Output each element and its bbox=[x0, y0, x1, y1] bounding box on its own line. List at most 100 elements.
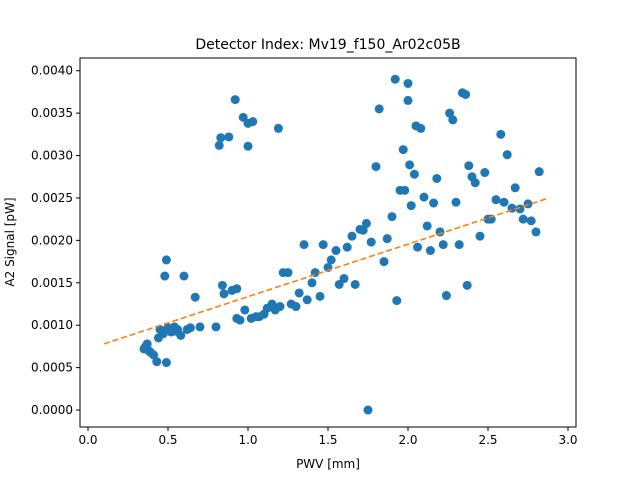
data-point bbox=[161, 255, 171, 265]
data-point bbox=[510, 183, 520, 193]
data-point bbox=[432, 173, 442, 183]
y-tick-label: 0.0015 bbox=[31, 276, 73, 290]
fit-line bbox=[103, 197, 550, 345]
data-point bbox=[224, 132, 234, 142]
y-tick-label: 0.0000 bbox=[31, 403, 73, 417]
data-point bbox=[217, 280, 227, 290]
data-point bbox=[392, 296, 402, 306]
y-tick-label: 0.0020 bbox=[31, 233, 73, 247]
data-point bbox=[470, 178, 480, 188]
y-tick-label: 0.0025 bbox=[31, 191, 73, 205]
data-point bbox=[307, 278, 317, 288]
data-point bbox=[230, 95, 240, 105]
data-point bbox=[216, 133, 226, 143]
data-point bbox=[366, 237, 376, 247]
data-point bbox=[387, 212, 397, 222]
data-point bbox=[219, 289, 229, 299]
data-point bbox=[523, 199, 533, 209]
data-point bbox=[435, 227, 445, 237]
y-tick-label: 0.0005 bbox=[31, 361, 73, 375]
data-point bbox=[413, 242, 423, 252]
y-tick-label: 0.0035 bbox=[31, 106, 73, 120]
data-point bbox=[179, 271, 189, 281]
data-point bbox=[462, 280, 472, 290]
data-point bbox=[502, 150, 512, 160]
data-point bbox=[149, 350, 159, 360]
data-point bbox=[291, 302, 301, 312]
data-point bbox=[464, 161, 474, 171]
data-point bbox=[211, 322, 221, 332]
data-point bbox=[448, 115, 458, 125]
data-point bbox=[318, 240, 328, 250]
x-tick-label: 2.5 bbox=[478, 433, 497, 447]
data-point bbox=[461, 89, 471, 99]
data-point bbox=[302, 295, 312, 305]
data-point bbox=[429, 198, 439, 208]
data-point bbox=[419, 192, 429, 202]
data-point bbox=[531, 227, 541, 237]
data-point bbox=[499, 197, 509, 207]
data-point bbox=[475, 231, 485, 241]
data-point bbox=[454, 240, 464, 250]
data-point bbox=[371, 162, 381, 172]
x-tick-label: 0.5 bbox=[158, 433, 177, 447]
data-point bbox=[534, 167, 544, 177]
data-point bbox=[403, 78, 413, 88]
data-point bbox=[339, 274, 349, 284]
data-point bbox=[480, 168, 490, 178]
data-point bbox=[331, 246, 341, 256]
x-tick-label: 1.0 bbox=[238, 433, 257, 447]
data-point bbox=[379, 257, 389, 267]
data-point bbox=[315, 291, 325, 301]
data-point bbox=[515, 204, 525, 214]
data-point bbox=[185, 323, 195, 333]
chart-title: Detector Index: Mv19_f150_Ar02c05B bbox=[195, 37, 460, 53]
x-axis-label: PWV [mm] bbox=[296, 457, 360, 471]
data-point bbox=[374, 104, 384, 114]
data-point bbox=[248, 117, 258, 127]
x-tick-label: 0.0 bbox=[78, 433, 97, 447]
data-point bbox=[195, 322, 205, 332]
data-point bbox=[422, 221, 432, 231]
data-point bbox=[190, 292, 200, 302]
data-point bbox=[240, 305, 250, 315]
data-point bbox=[518, 214, 528, 224]
data-point bbox=[142, 339, 152, 349]
data-point bbox=[294, 288, 304, 298]
x-tick-label: 2.0 bbox=[398, 433, 417, 447]
data-point bbox=[496, 129, 506, 139]
data-point bbox=[273, 123, 283, 133]
data-point bbox=[425, 246, 435, 256]
data-point bbox=[283, 268, 293, 278]
data-point bbox=[232, 284, 242, 294]
data-point bbox=[416, 123, 426, 133]
data-point bbox=[350, 279, 360, 289]
data-point bbox=[438, 240, 448, 250]
data-point bbox=[409, 169, 419, 179]
points-layer bbox=[139, 74, 544, 415]
data-point bbox=[406, 201, 416, 211]
x-axis: 0.0 0.5 1.0 1.5 2.0 2.5 3.0 bbox=[78, 427, 578, 447]
data-point bbox=[347, 231, 357, 241]
data-point bbox=[342, 242, 352, 252]
data-point bbox=[382, 234, 392, 244]
data-point bbox=[400, 185, 410, 195]
data-point bbox=[445, 108, 455, 118]
y-axis-label: A2 Signal [pW] bbox=[3, 197, 17, 286]
data-point bbox=[491, 195, 501, 205]
data-point bbox=[275, 302, 285, 312]
data-point bbox=[152, 357, 162, 367]
data-point bbox=[235, 315, 245, 325]
data-point bbox=[326, 255, 336, 265]
data-point bbox=[299, 240, 309, 250]
data-point bbox=[405, 160, 415, 170]
data-point bbox=[176, 330, 186, 340]
data-point bbox=[243, 141, 253, 151]
x-tick-label: 3.0 bbox=[558, 433, 577, 447]
data-point bbox=[161, 358, 171, 368]
y-axis: 0.0000 0.0005 0.0010 0.0015 0.0020 0.0025 0.00… bbox=[31, 64, 80, 417]
x-tick-label: 1.5 bbox=[318, 433, 337, 447]
data-point bbox=[361, 218, 371, 228]
